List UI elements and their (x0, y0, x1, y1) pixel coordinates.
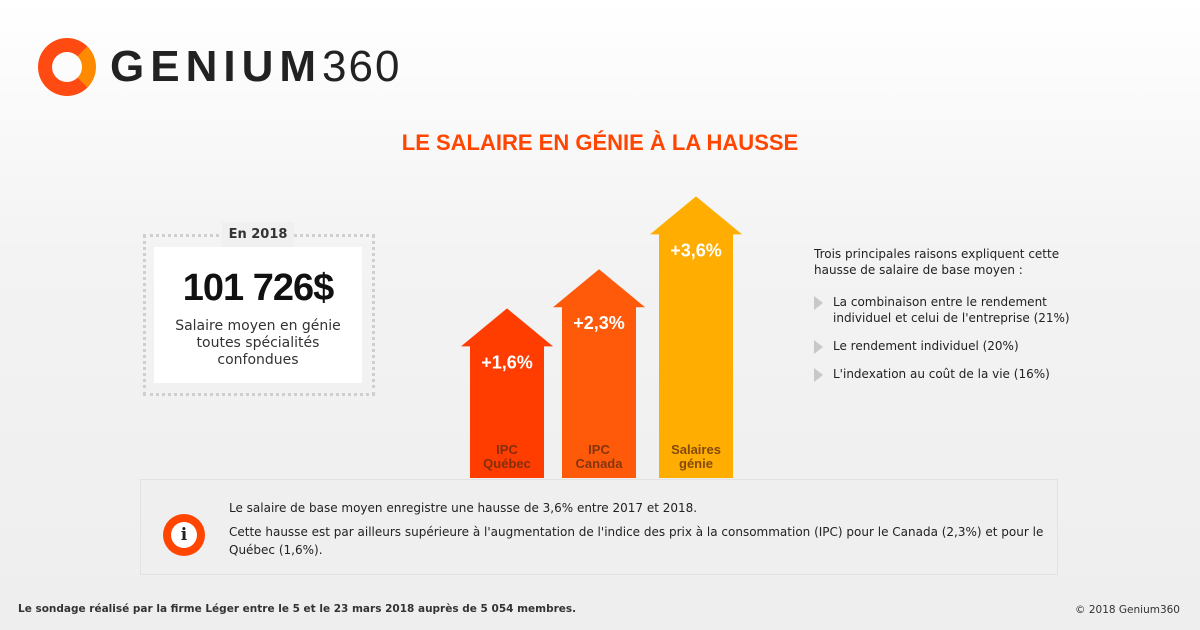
reason-item: Le rendement individuel (20%) (814, 338, 1074, 354)
bar-category-label: Canada (576, 456, 624, 471)
logo-number: 360 (322, 42, 402, 91)
reasons-panel: Trois principales raisons expliquent cet… (814, 246, 1074, 394)
bar-category-label: Salaires (671, 442, 721, 457)
genium360-logo: GENIUM360 (38, 38, 401, 96)
salary-card: 101 726$ Salaire moyen en génie toutes s… (154, 247, 362, 383)
copyright: © 2018 Genium360 (1075, 604, 1180, 616)
salary-amount: 101 726$ (182, 267, 335, 309)
bar-value-label: +2,3% (573, 313, 625, 333)
info-paragraph-2: Cette hausse est par ailleurs supérieure… (229, 525, 1044, 557)
info-icon: i (163, 514, 205, 556)
bar-category-label: IPC (588, 442, 610, 457)
salary-card-year-tag: En 2018 (222, 222, 294, 248)
survey-footnote: Le sondage réalisé par la firme Léger en… (18, 603, 577, 615)
info-paragraph-1: Le salaire de base moyen enregistre une … (229, 501, 698, 515)
reasons-intro: Trois principales raisons expliquent cet… (814, 247, 1060, 277)
reason-item: L'indexation au coût de la vie (16%) (814, 366, 1074, 382)
bar-value-label: +3,6% (670, 240, 722, 260)
bar-value-label: +1,6% (481, 352, 533, 372)
triangle-bullet-icon (814, 340, 823, 354)
salary-description: Salaire moyen en génie toutes spécialité… (175, 318, 341, 368)
bar-category-label: Québec (483, 456, 531, 471)
reason-item: La combinaison entre le rendement indivi… (814, 294, 1074, 326)
logo-brand: GENIUM (110, 42, 322, 91)
triangle-bullet-icon (814, 368, 823, 382)
arrow-bar (553, 269, 645, 478)
arrow-bar (650, 196, 742, 478)
page-title: LE SALAIRE EN GÉNIE À LA HAUSSE (401, 130, 799, 155)
triangle-bullet-icon (814, 296, 823, 310)
bar-category-label: IPC (496, 442, 518, 457)
arrow-bar (461, 308, 553, 478)
info-box: i Le salaire de base moyen enregistre un… (140, 479, 1058, 575)
bar-category-label: génie (679, 456, 713, 471)
